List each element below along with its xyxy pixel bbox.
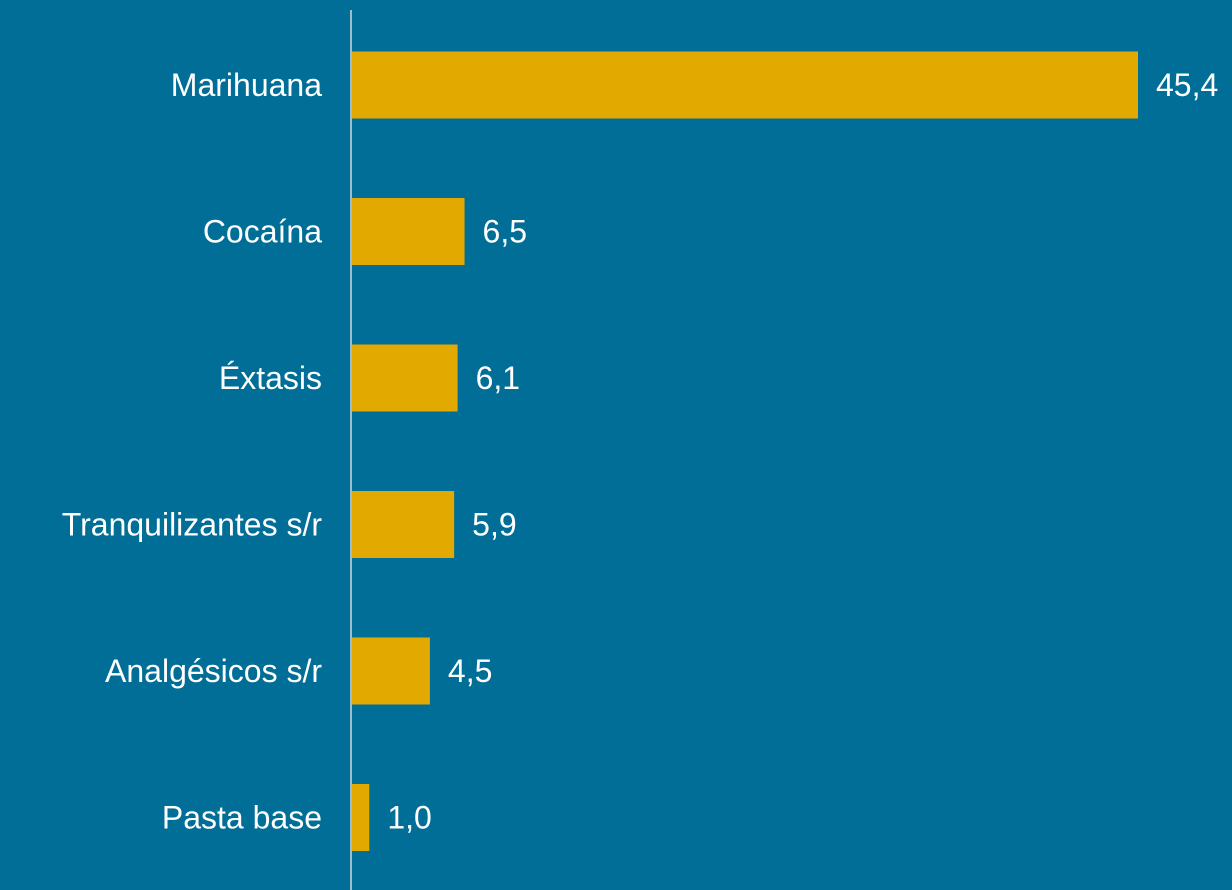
category-label: Marihuana (171, 67, 322, 103)
category-label: Pasta base (162, 800, 322, 836)
value-label: 45,4 (1156, 67, 1218, 103)
category-label: Tranquilizantes s/r (62, 507, 323, 543)
bar (352, 198, 465, 265)
bars-layer (352, 51, 1138, 851)
value-label: 4,5 (448, 653, 492, 689)
bar (352, 344, 458, 412)
category-label: Éxtasis (219, 360, 322, 396)
value-label: 6,1 (476, 360, 520, 396)
bar (352, 784, 370, 851)
category-label: Analgésicos s/r (105, 653, 322, 689)
bar (352, 491, 455, 558)
value-label: 6,5 (483, 214, 527, 250)
labels-layer: Marihuana 45,4 Cocaína 6,5 Éxtasis 6,1 Tranqui… (62, 67, 1219, 836)
bar (352, 637, 430, 705)
bar (352, 51, 1138, 119)
category-label: Cocaína (203, 214, 322, 250)
value-label: 1,0 (387, 800, 431, 836)
value-label: 5,9 (472, 507, 516, 543)
